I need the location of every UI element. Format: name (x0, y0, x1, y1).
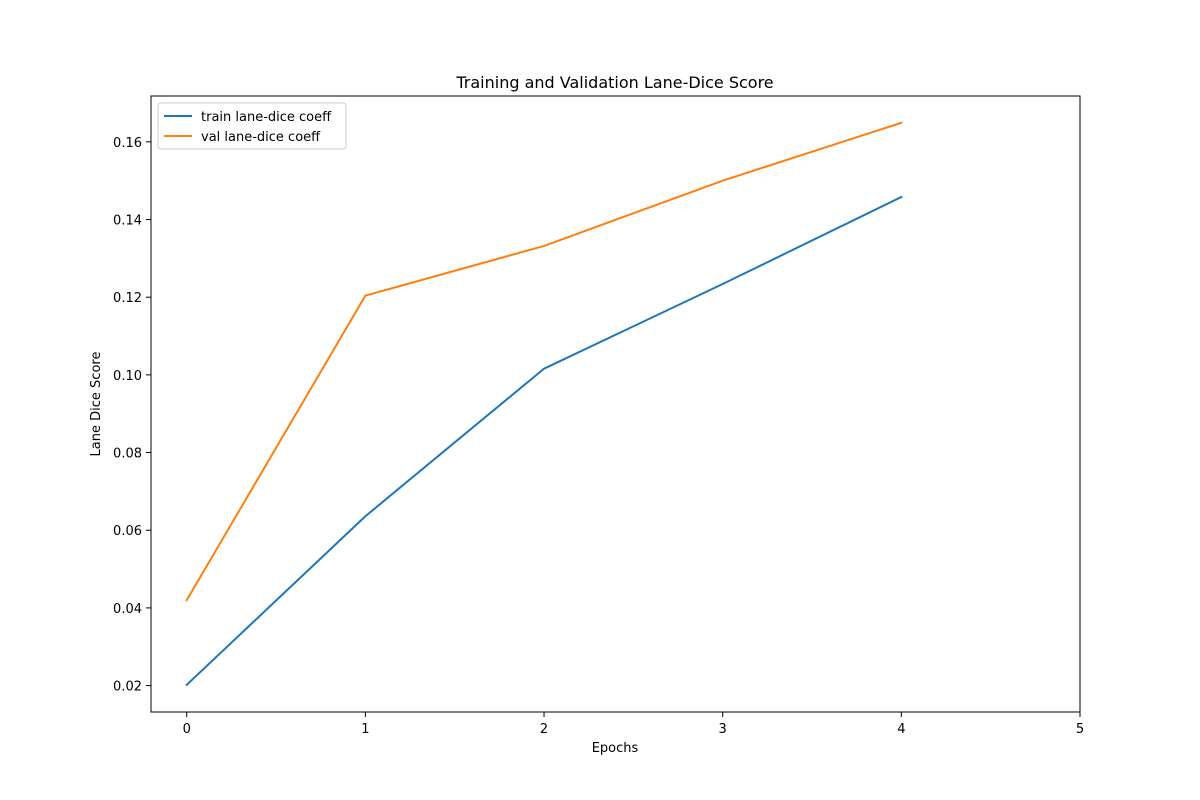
series-line-val (185, 121, 903, 602)
y-tick-label: 0.10 (113, 369, 142, 384)
x-tick-label: 3 (719, 722, 727, 737)
x-tick-label: 2 (540, 722, 548, 737)
chart-title: Training and Validation Lane-Dice Score (455, 73, 773, 92)
x-axis-label: Epochs (592, 741, 639, 756)
x-tick-label: 0 (183, 722, 191, 737)
series-line-train (185, 195, 903, 687)
x-tick-label: 4 (897, 722, 905, 737)
plot-area: 0 1 2 3 4 5 0.02 0.04 0.06 0.08 0.10 0.12 0.14 0.16 (113, 95, 1084, 737)
y-tick-label: 0.06 (113, 524, 142, 539)
y-tick-label: 0.14 (113, 214, 142, 229)
y-tick-label: 0.02 (113, 680, 142, 695)
x-tick-label: 1 (361, 722, 369, 737)
legend-label-train: train lane-dice coeff (201, 110, 332, 125)
legend-box (157, 102, 347, 150)
y-tick-label: 0.16 (113, 136, 142, 151)
legend: train lane-dice coeff val lane-dice coeff (157, 102, 347, 150)
y-axis-label: Lane Dice Score (89, 352, 104, 457)
y-tick-label: 0.12 (113, 291, 142, 306)
axes-frame (150, 95, 1081, 713)
legend-label-val: val lane-dice coeff (201, 130, 321, 145)
x-tick-label: 5 (1076, 722, 1084, 737)
y-tick-label: 0.04 (113, 602, 142, 617)
y-tick-label: 0.08 (113, 447, 142, 462)
